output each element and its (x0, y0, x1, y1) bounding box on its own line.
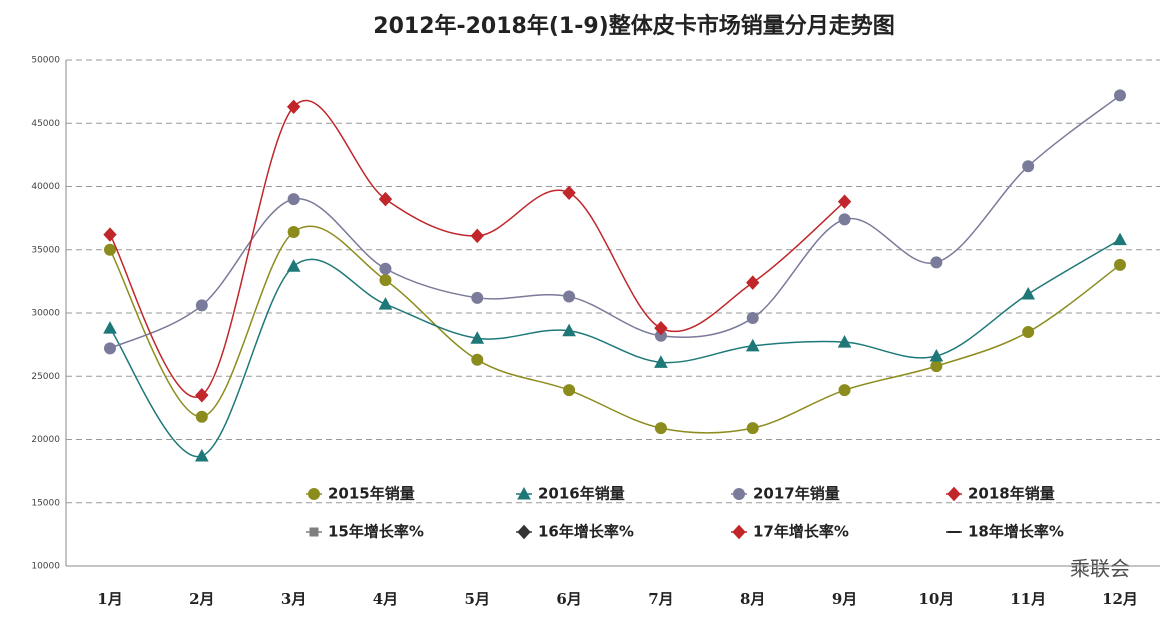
point (195, 299, 208, 312)
y-tick-label: 35000 (31, 245, 60, 255)
point (378, 191, 393, 207)
legend-marker (309, 527, 319, 537)
point (103, 227, 117, 242)
point (104, 342, 116, 355)
point (286, 259, 301, 272)
point (746, 422, 759, 435)
y-tick-label: 50000 (31, 56, 60, 66)
y-tick-label: 15000 (31, 498, 60, 508)
point (563, 290, 576, 303)
point (837, 335, 852, 348)
point (930, 256, 943, 269)
point (195, 387, 209, 403)
legend-label: 16年增长率% (538, 523, 634, 541)
point (1114, 258, 1126, 271)
y-tick-label: 45000 (31, 119, 60, 129)
point (746, 275, 760, 290)
point (104, 243, 116, 256)
point (1022, 325, 1035, 338)
x-tick-label: 12月 (1102, 590, 1138, 608)
x-tick-label: 4月 (373, 590, 398, 608)
point (746, 312, 759, 325)
series-line (109, 238, 1121, 458)
point (745, 338, 760, 352)
point (838, 384, 851, 397)
point (103, 321, 117, 334)
legend-label: 2015年销量 (328, 485, 415, 503)
point (471, 353, 484, 366)
y-tick-label: 10000 (31, 562, 60, 572)
point (837, 194, 852, 209)
y-tick-label: 25000 (31, 372, 60, 382)
x-tick-label: 9月 (832, 590, 857, 608)
point (563, 384, 576, 397)
chart-title: 2012年-2018年(1-9)整体皮卡市场销量分月走势图 (373, 13, 894, 39)
point (930, 360, 943, 373)
point (1022, 160, 1035, 173)
point (654, 355, 668, 368)
point (562, 323, 576, 337)
legend-label: 2018年销量 (968, 485, 1055, 503)
point (471, 291, 484, 304)
point (562, 185, 576, 201)
point (287, 193, 300, 206)
point (1021, 286, 1036, 300)
point (1113, 232, 1127, 246)
x-tick-label: 7月 (648, 590, 673, 608)
point (379, 274, 392, 287)
legend-marker (517, 524, 531, 540)
x-tick-label: 8月 (740, 590, 765, 608)
y-tick-label: 20000 (31, 435, 60, 445)
legend-marker (947, 486, 961, 502)
point (470, 331, 485, 344)
x-tick-label: 1月 (97, 590, 122, 608)
point (929, 348, 944, 362)
point (195, 410, 208, 423)
x-tick-label: 2月 (189, 590, 214, 608)
x-tick-label: 10月 (918, 590, 954, 608)
x-tick-label: 11月 (1010, 590, 1046, 608)
legend-label: 18年增长率% (968, 523, 1064, 541)
series-line (109, 99, 846, 398)
point (378, 297, 393, 310)
x-tick-label: 6月 (556, 590, 581, 608)
legend-marker (733, 488, 745, 500)
x-tick-label: 3月 (281, 590, 306, 608)
y-tick-label: 40000 (31, 182, 60, 192)
legend-label: 2016年销量 (538, 485, 625, 503)
x-tick-label: 5月 (465, 590, 490, 608)
point (470, 228, 484, 244)
point (654, 320, 668, 336)
legend-label: 2017年销量 (753, 485, 840, 503)
point (286, 99, 301, 115)
point (379, 262, 392, 275)
point (287, 226, 300, 239)
legend-label: 15年增长率% (328, 523, 424, 541)
point (194, 448, 209, 462)
y-tick-label: 30000 (31, 309, 60, 319)
point (838, 213, 851, 226)
legend-marker (732, 524, 746, 540)
legend-label: 17年增长率% (753, 523, 849, 541)
series-line (109, 94, 1121, 350)
watermark: 乘联会 (1070, 557, 1130, 581)
point (1114, 89, 1126, 102)
legend-marker (308, 488, 320, 500)
legend-marker (517, 486, 531, 500)
point (654, 422, 667, 435)
